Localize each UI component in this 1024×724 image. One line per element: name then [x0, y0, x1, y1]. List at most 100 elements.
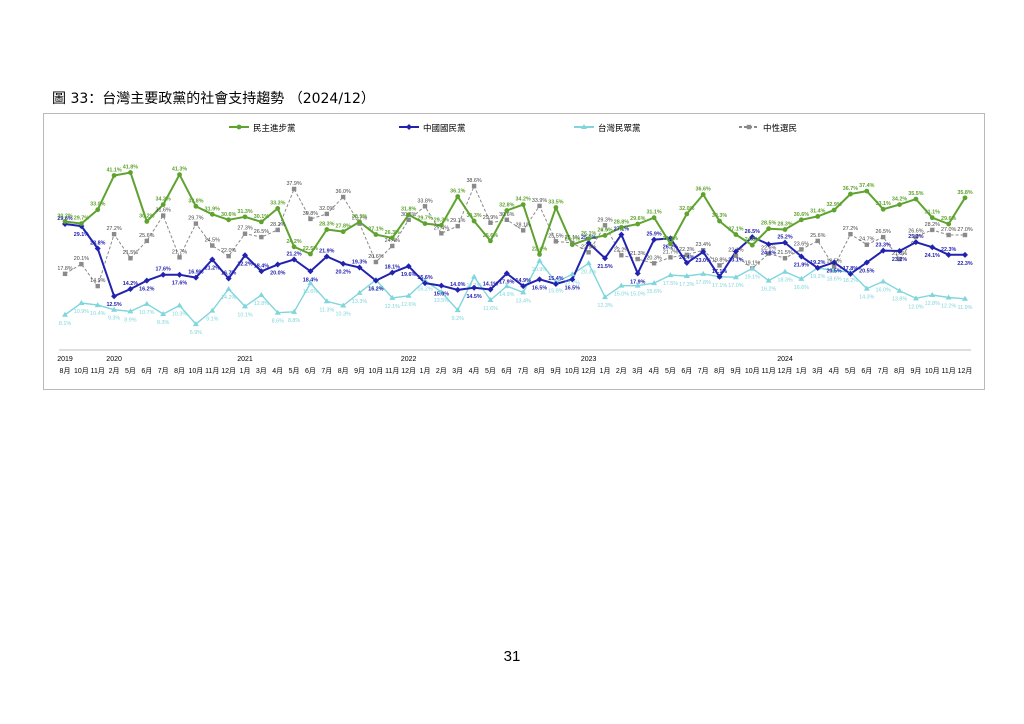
data-point-neutral [733, 253, 739, 258]
data-point-neutral [520, 228, 526, 233]
data-point-kmt [242, 252, 248, 259]
data-label-tpp: 12.8% [254, 301, 269, 307]
data-label-kmt: 15.6% [417, 275, 432, 281]
data-point-dpp [848, 191, 853, 197]
data-point-kmt [782, 239, 788, 246]
data-label-kmt: 22.3% [957, 261, 972, 267]
data-label-neutral: 26.5% [254, 229, 269, 235]
data-point-tpp [274, 309, 281, 315]
data-point-neutral [831, 264, 837, 269]
data-point-tpp [782, 268, 788, 274]
data-point-dpp [488, 238, 493, 244]
data-point-neutral [144, 238, 150, 244]
x-tick-label: 4月 [272, 367, 283, 375]
data-point-kmt [798, 253, 805, 260]
data-label-kmt: 25.9% [646, 232, 661, 238]
data-label-tpp: 18.3% [777, 278, 792, 284]
x-tick-label: 7月 [518, 367, 529, 375]
data-point-kmt [814, 264, 821, 271]
data-point-dpp [880, 206, 886, 212]
data-label-tpp: 12.2% [941, 303, 956, 309]
data-point-dpp [602, 233, 608, 238]
x-tick-label: 5月 [665, 367, 676, 375]
data-label-neutral: 28.1% [516, 222, 531, 228]
data-point-neutral [259, 234, 264, 240]
data-point-kmt [880, 247, 887, 254]
data-label-neutral: 20.1% [74, 256, 89, 262]
data-point-dpp [913, 196, 919, 202]
data-label-tpp: 8.3% [157, 320, 169, 326]
data-label-kmt: 17.1% [712, 269, 727, 275]
x-tick-label: 5月 [289, 367, 300, 375]
data-label-tpp: 12.3% [597, 303, 612, 309]
data-label-tpp: 12.8% [925, 301, 940, 307]
data-label-kmt: 12.5% [106, 302, 121, 308]
data-point-neutral [504, 217, 510, 222]
x-tick-label: 8月 [534, 367, 545, 375]
data-label-kmt: 16.2% [368, 287, 383, 293]
data-point-dpp [766, 226, 772, 232]
data-point-kmt [569, 276, 576, 283]
x-tick-label: 8月 [174, 367, 185, 375]
data-label-neutral: 27.2% [843, 226, 858, 232]
data-label-kmt: 17.6% [156, 267, 171, 273]
data-label-kmt: 16.7% [221, 270, 236, 276]
data-point-tpp [667, 272, 674, 278]
data-point-kmt [683, 259, 690, 266]
data-label-neutral: 28.2% [925, 222, 940, 228]
data-point-kmt [438, 282, 445, 289]
data-label-kmt: 29.1% [74, 232, 89, 238]
x-tick-label: 6月 [681, 367, 692, 375]
x-tick-label: 7月 [878, 367, 889, 375]
data-point-neutral [455, 223, 460, 229]
data-point-dpp [422, 221, 428, 226]
data-label-kmt: 14.0% [450, 282, 465, 288]
data-point-dpp [209, 211, 215, 217]
data-label-neutral: 27.0% [941, 227, 956, 233]
page-title: 圖 33：台灣主要政黨的社會支持趨勢 （2024/12） [52, 91, 375, 107]
data-label-tpp: 16.2% [761, 287, 776, 293]
data-point-tpp [618, 282, 625, 288]
data-point-neutral [930, 227, 935, 233]
data-point-kmt [176, 271, 183, 278]
data-label-dpp: 41.8% [123, 165, 138, 171]
data-point-neutral [782, 256, 788, 261]
data-point-dpp [717, 218, 722, 224]
data-point-kmt [62, 221, 68, 228]
data-point-tpp [765, 277, 772, 283]
data-label-neutral: 14.9% [90, 278, 105, 284]
data-point-kmt [831, 259, 838, 266]
data-label-neutral: 31.6% [156, 208, 171, 214]
data-label-kmt: 14.5% [466, 294, 481, 300]
data-label-dpp: 22.5% [303, 246, 318, 252]
data-label-neutral: 17.8% [57, 266, 72, 272]
data-point-dpp [749, 242, 755, 248]
data-point-dpp [504, 208, 510, 213]
data-label-tpp: 17.3% [679, 282, 694, 288]
data-point-dpp [831, 207, 837, 213]
data-label-neutral: 28.2% [270, 222, 285, 228]
series-line-dpp [64, 171, 966, 256]
year-label: 2022 [401, 356, 417, 363]
x-tick-label: 12月 [778, 367, 793, 375]
data-label-tpp: 17.7% [565, 280, 580, 286]
data-label-dpp: 33.8% [188, 198, 203, 204]
x-tick-label: 3月 [452, 367, 463, 375]
data-point-neutral [226, 253, 231, 259]
data-point-tpp [422, 277, 428, 283]
year-label: 2019 [57, 356, 73, 363]
data-label-tpp: 5.9% [190, 330, 202, 336]
data-label-neutral: 29.7% [352, 216, 367, 222]
x-tick-label: 12月 [401, 367, 416, 375]
data-point-tpp [503, 283, 510, 289]
data-label-dpp: 33.1% [876, 201, 891, 207]
data-point-tpp [389, 294, 396, 300]
x-tick-label: 9月 [910, 367, 921, 375]
data-point-tpp [962, 295, 968, 301]
data-point-tpp [749, 265, 756, 271]
data-label-tpp: 14.9% [499, 292, 514, 298]
data-label-kmt: 23.8% [90, 241, 105, 247]
data-label-tpp: 16.6% [794, 285, 809, 291]
data-label-dpp: 32.8% [499, 203, 514, 209]
data-label-neutral: 25.5% [548, 233, 563, 239]
